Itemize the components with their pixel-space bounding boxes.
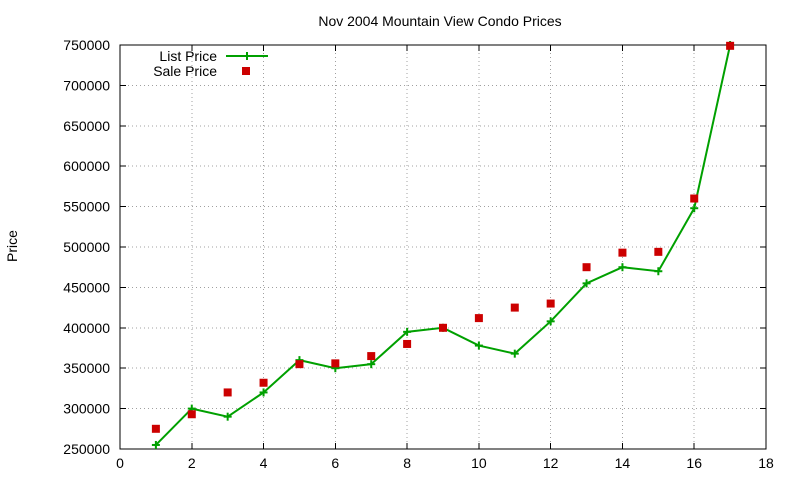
y-tick-label: 500000 [63,239,110,255]
y-tick-label: 250000 [63,441,110,457]
sale-price-point [690,194,699,203]
chart-title: Nov 2004 Mountain View Condo Prices [318,13,561,29]
x-tick-label: 2 [188,455,196,471]
x-tick-label: 16 [686,455,702,471]
sale-price-point [474,314,483,323]
y-tick-label: 350000 [63,360,110,376]
series-line-list-price [155,44,732,446]
x-tick-label: 0 [116,455,124,471]
y-tick-label: 650000 [63,118,110,134]
sale-price-point [654,247,663,256]
sale-price-point [546,299,555,308]
list-price-point [474,341,483,350]
y-tick-label: 700000 [63,77,110,93]
y-tick-label: 300000 [63,401,110,417]
x-tick-label: 10 [471,455,487,471]
legend: List Price Sale Price [153,48,268,79]
legend-label-list-price: List Price [159,48,217,64]
x-tick-label: 14 [615,455,631,471]
list-price-point [403,327,412,336]
sale-price-point [151,424,160,433]
x-tick-label: 6 [331,455,339,471]
list-price-point [582,279,591,288]
list-price-point [654,267,663,276]
list-price-point [151,440,160,449]
sale-price-point [187,410,196,419]
sale-price-point [295,360,304,369]
grid [120,45,766,449]
x-tick-label: 18 [758,455,774,471]
sale-price-point [367,352,376,361]
sale-price-point [331,359,340,368]
y-tick-label: 450000 [63,279,110,295]
y-axis-label: Price [4,230,20,262]
sale-price-point [439,323,447,332]
list-price-point [618,263,627,272]
legend-marker-sale-price [242,67,250,75]
list-price-point [223,412,232,421]
series-layer [151,41,735,449]
sale-price-point [403,339,412,348]
x-tick-label: 8 [403,455,411,471]
list-price-point [510,349,519,358]
y-tick-label: 750000 [63,37,110,53]
x-tick-label: 4 [260,455,268,471]
sale-price-point [510,303,519,312]
legend-marker-list-price [243,52,251,60]
list-price-point [546,317,555,326]
sale-price-point [223,388,232,397]
y-tick-label: 550000 [63,199,110,215]
sale-price-point [259,378,268,387]
sale-price-point [582,263,591,272]
list-price-point [367,360,376,369]
list-price-point [259,388,268,397]
y-tick-label: 600000 [63,158,110,174]
sale-price-point [618,248,627,257]
list-price-point [690,204,699,213]
legend-label-sale-price: Sale Price [153,63,217,79]
axis-ticks: 250000 300000 350000 400000 450000 500000 5500… [63,37,774,471]
sale-price-point [726,41,735,50]
y-tick-label: 400000 [63,320,110,336]
x-tick-label: 12 [543,455,559,471]
